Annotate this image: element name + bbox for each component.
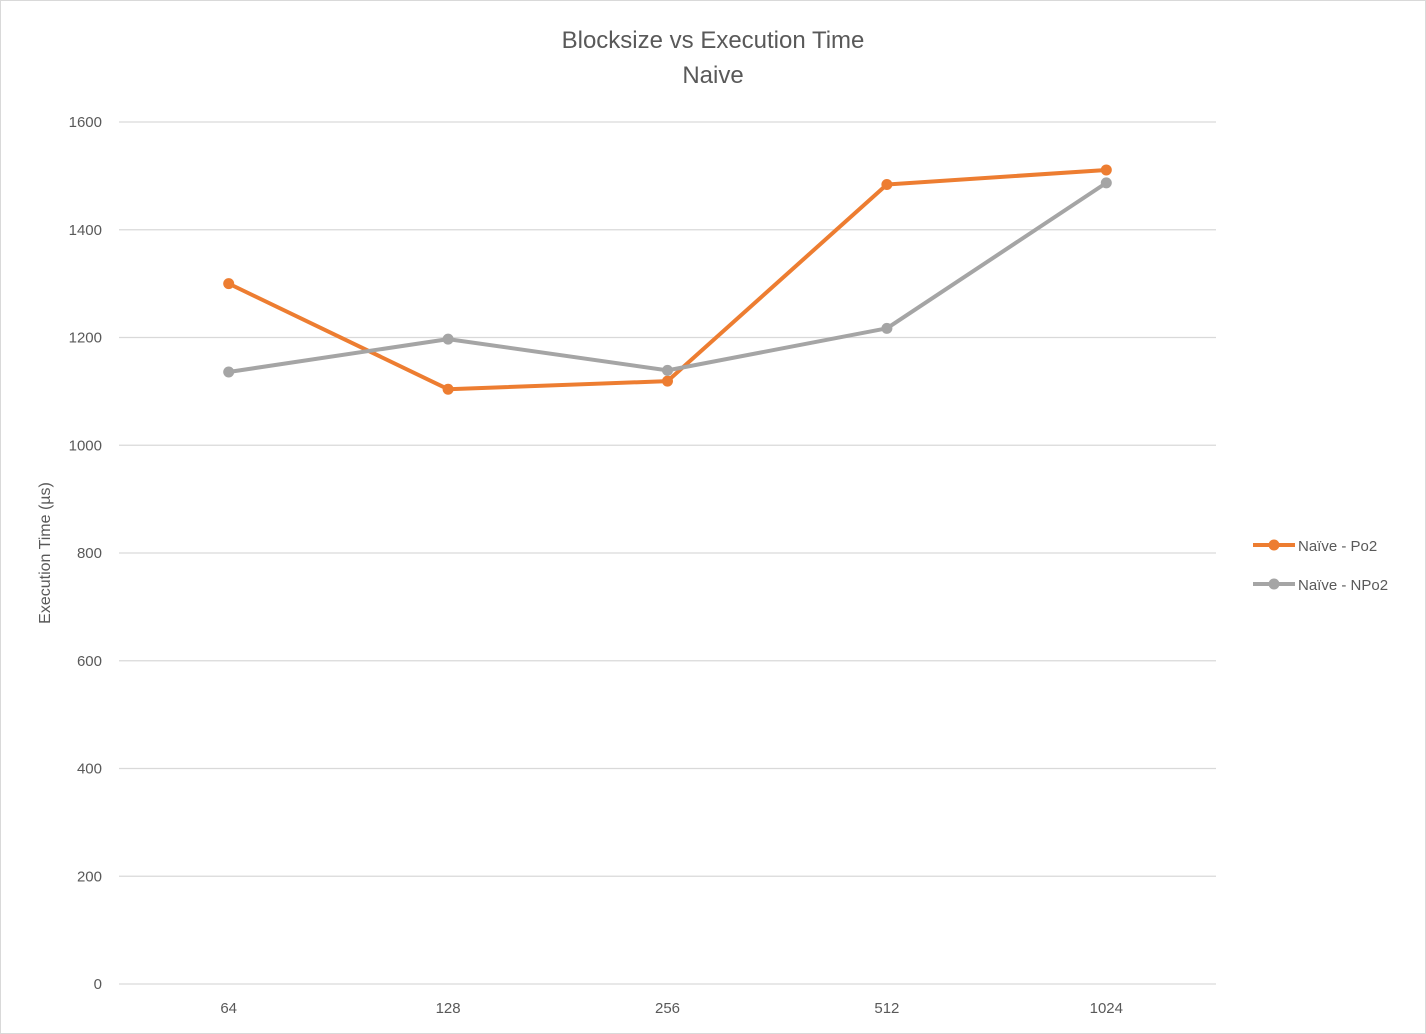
y-tick-label: 1400	[69, 222, 102, 239]
data-point	[662, 364, 673, 376]
y-tick-label: 1000	[69, 437, 102, 454]
series-layer	[223, 164, 1112, 395]
data-point	[1100, 164, 1112, 176]
x-tick-label: 64	[220, 1000, 237, 1017]
legend-label: Naïve - NPo2	[1298, 577, 1388, 594]
legend-swatch-marker	[1268, 539, 1280, 551]
data-point	[442, 333, 454, 345]
y-tick-label: 600	[77, 653, 102, 670]
data-point	[881, 178, 893, 190]
y-axis-label: Execution Time (µs)	[37, 482, 54, 624]
x-tick-labels: 64 128 256 512 1024	[220, 1000, 1123, 1017]
legend-item: Naïve - NPo2	[1253, 577, 1388, 594]
legend: Naïve - Po2 Naïve - NPo2	[1253, 538, 1388, 594]
x-tick-label: 128	[436, 1000, 461, 1017]
chart-title: Blocksize vs Execution Time	[562, 27, 865, 54]
x-tick-label: 256	[655, 1000, 680, 1017]
legend-label: Naïve - Po2	[1298, 538, 1377, 555]
y-tick-label: 1600	[69, 114, 102, 131]
y-tick-label: 200	[77, 868, 102, 885]
y-tick-label: 800	[77, 545, 102, 562]
series-2	[223, 177, 1112, 378]
legend-item: Naïve - Po2	[1253, 538, 1377, 555]
data-point	[223, 278, 235, 290]
data-point	[1100, 177, 1112, 189]
y-tick-labels: 0 200 400 600 800 1000 1200 1400 1600	[69, 114, 102, 993]
x-tick-label: 1024	[1090, 1000, 1123, 1017]
series-line	[226, 180, 1109, 374]
data-point	[442, 383, 454, 395]
series-line	[226, 167, 1109, 392]
y-tick-label: 1200	[69, 330, 102, 347]
y-tick-label: 400	[77, 761, 102, 778]
gridlines	[119, 121, 1216, 985]
series-1	[223, 164, 1112, 395]
data-point	[881, 322, 893, 334]
y-tick-label: 0	[94, 976, 102, 993]
data-point	[223, 366, 235, 378]
x-tick-label: 512	[874, 1000, 899, 1017]
chart-subtitle: Naive	[682, 62, 743, 89]
legend-swatch-marker	[1268, 578, 1280, 590]
data-point	[662, 375, 673, 387]
